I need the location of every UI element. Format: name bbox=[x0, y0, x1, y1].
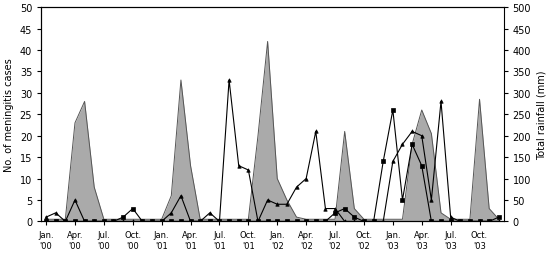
Y-axis label: Total rainfall (mm): Total rainfall (mm) bbox=[537, 70, 547, 160]
Y-axis label: No. of meningitis cases: No. of meningitis cases bbox=[4, 58, 14, 171]
